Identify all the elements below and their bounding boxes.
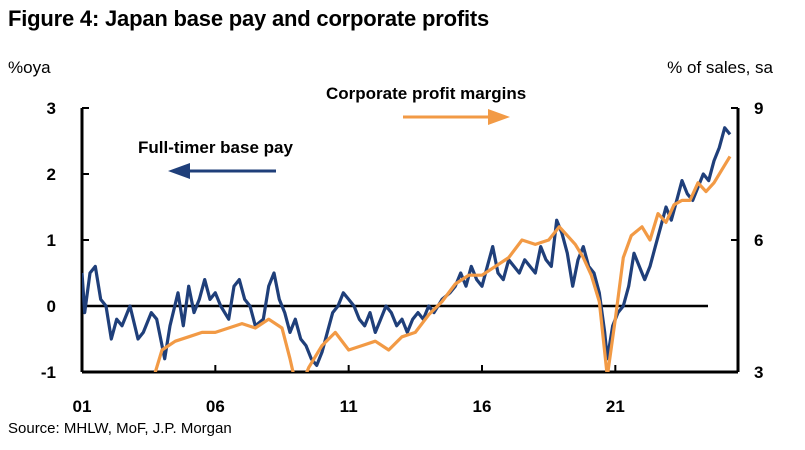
left-tick-label: -1	[41, 363, 56, 382]
annotation-profit-margins: Corporate profit margins	[326, 84, 526, 103]
right-tick-label: 3	[754, 363, 763, 382]
x-tick-label: 21	[606, 397, 625, 416]
right-tick-label: 9	[754, 99, 763, 118]
arrowhead-left-icon	[168, 163, 190, 179]
left-axis-unit: %oya	[8, 58, 51, 77]
left-tick-label: 0	[47, 297, 56, 316]
series-line-base-pay	[82, 126, 732, 367]
series-line-profit-margins	[153, 155, 732, 372]
chart-title: Figure 4: Japan base pay and corporate p…	[8, 6, 490, 31]
left-tick-label: 1	[47, 231, 56, 250]
x-tick-label: 11	[340, 397, 358, 416]
source-note: Source: MHLW, MoF, J.P. Morgan	[8, 420, 232, 437]
left-tick-label: 3	[47, 99, 56, 118]
left-tick-label: 2	[47, 165, 56, 184]
x-tick-label: 16	[473, 397, 492, 416]
right-axis-unit: % of sales, sa	[667, 58, 773, 77]
annotation-base-pay: Full-timer base pay	[138, 138, 293, 157]
right-tick-label: 6	[754, 231, 763, 250]
arrowhead-right-icon	[488, 109, 510, 125]
x-tick-label: 01	[73, 397, 92, 416]
x-tick-label: 06	[206, 397, 225, 416]
